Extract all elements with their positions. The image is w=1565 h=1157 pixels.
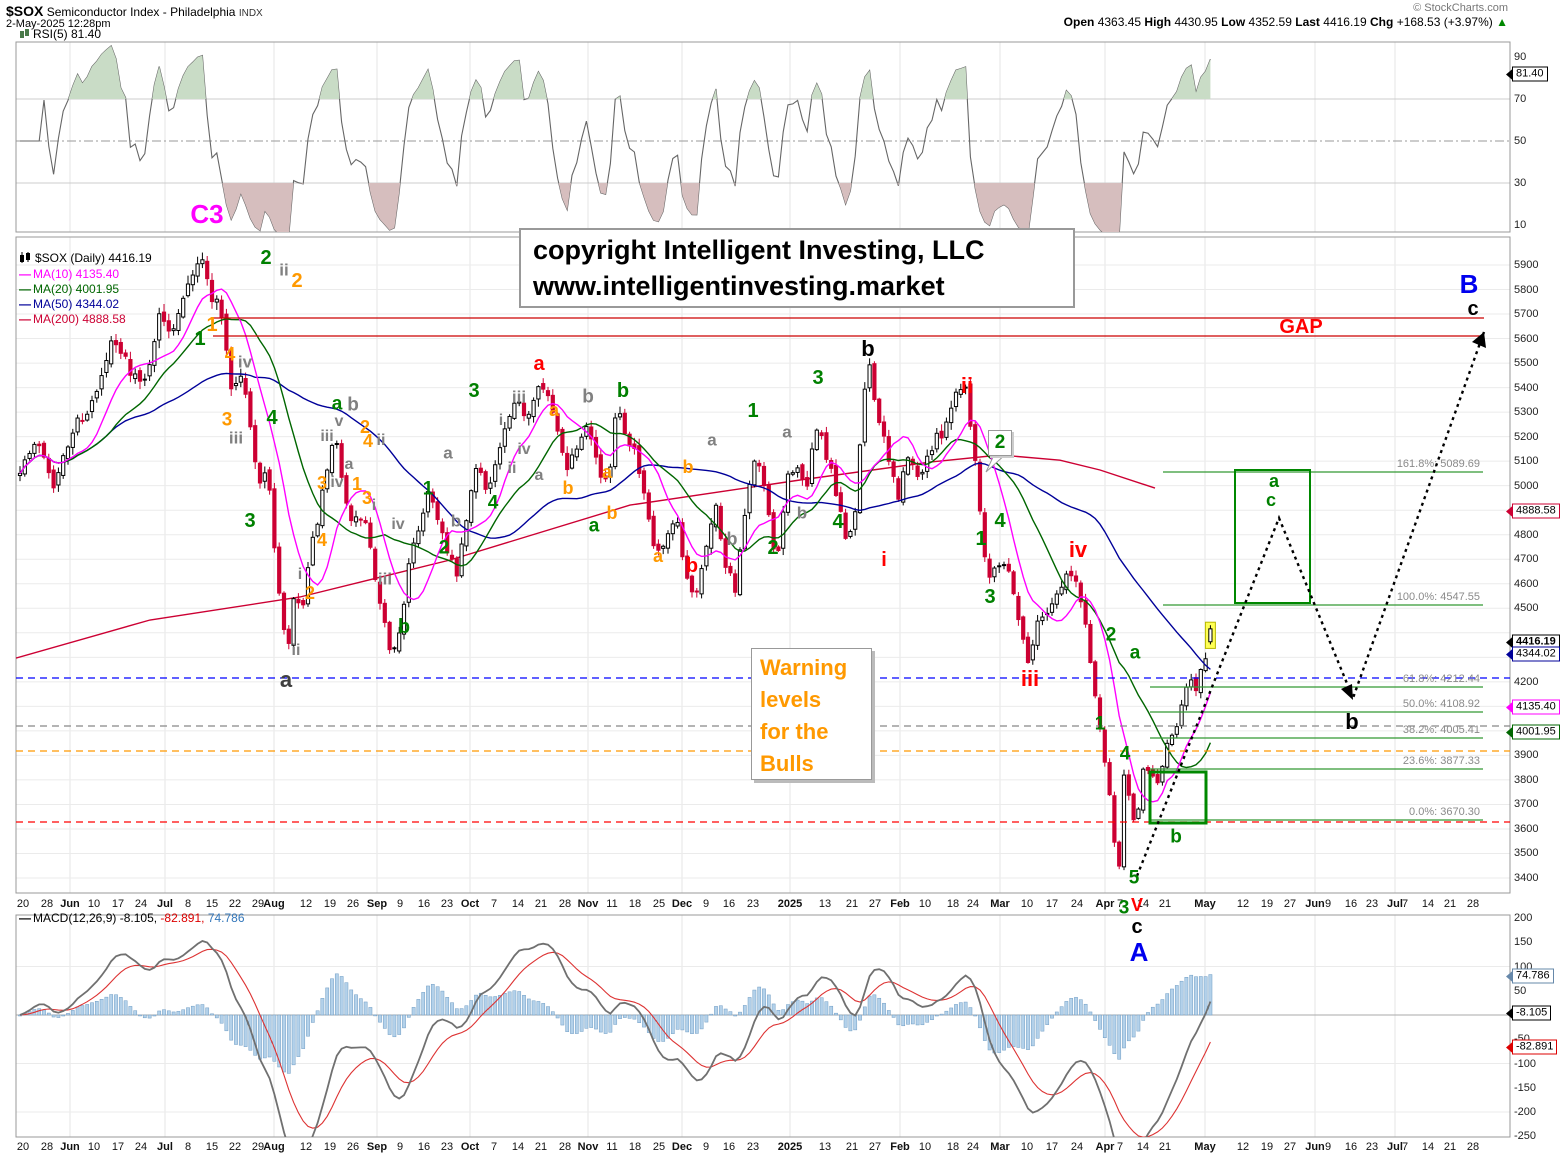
chart-canvas <box>15 41 1511 1138</box>
chart-page: $SOX Semiconductor Index - Philadelphia … <box>0 0 1565 1157</box>
